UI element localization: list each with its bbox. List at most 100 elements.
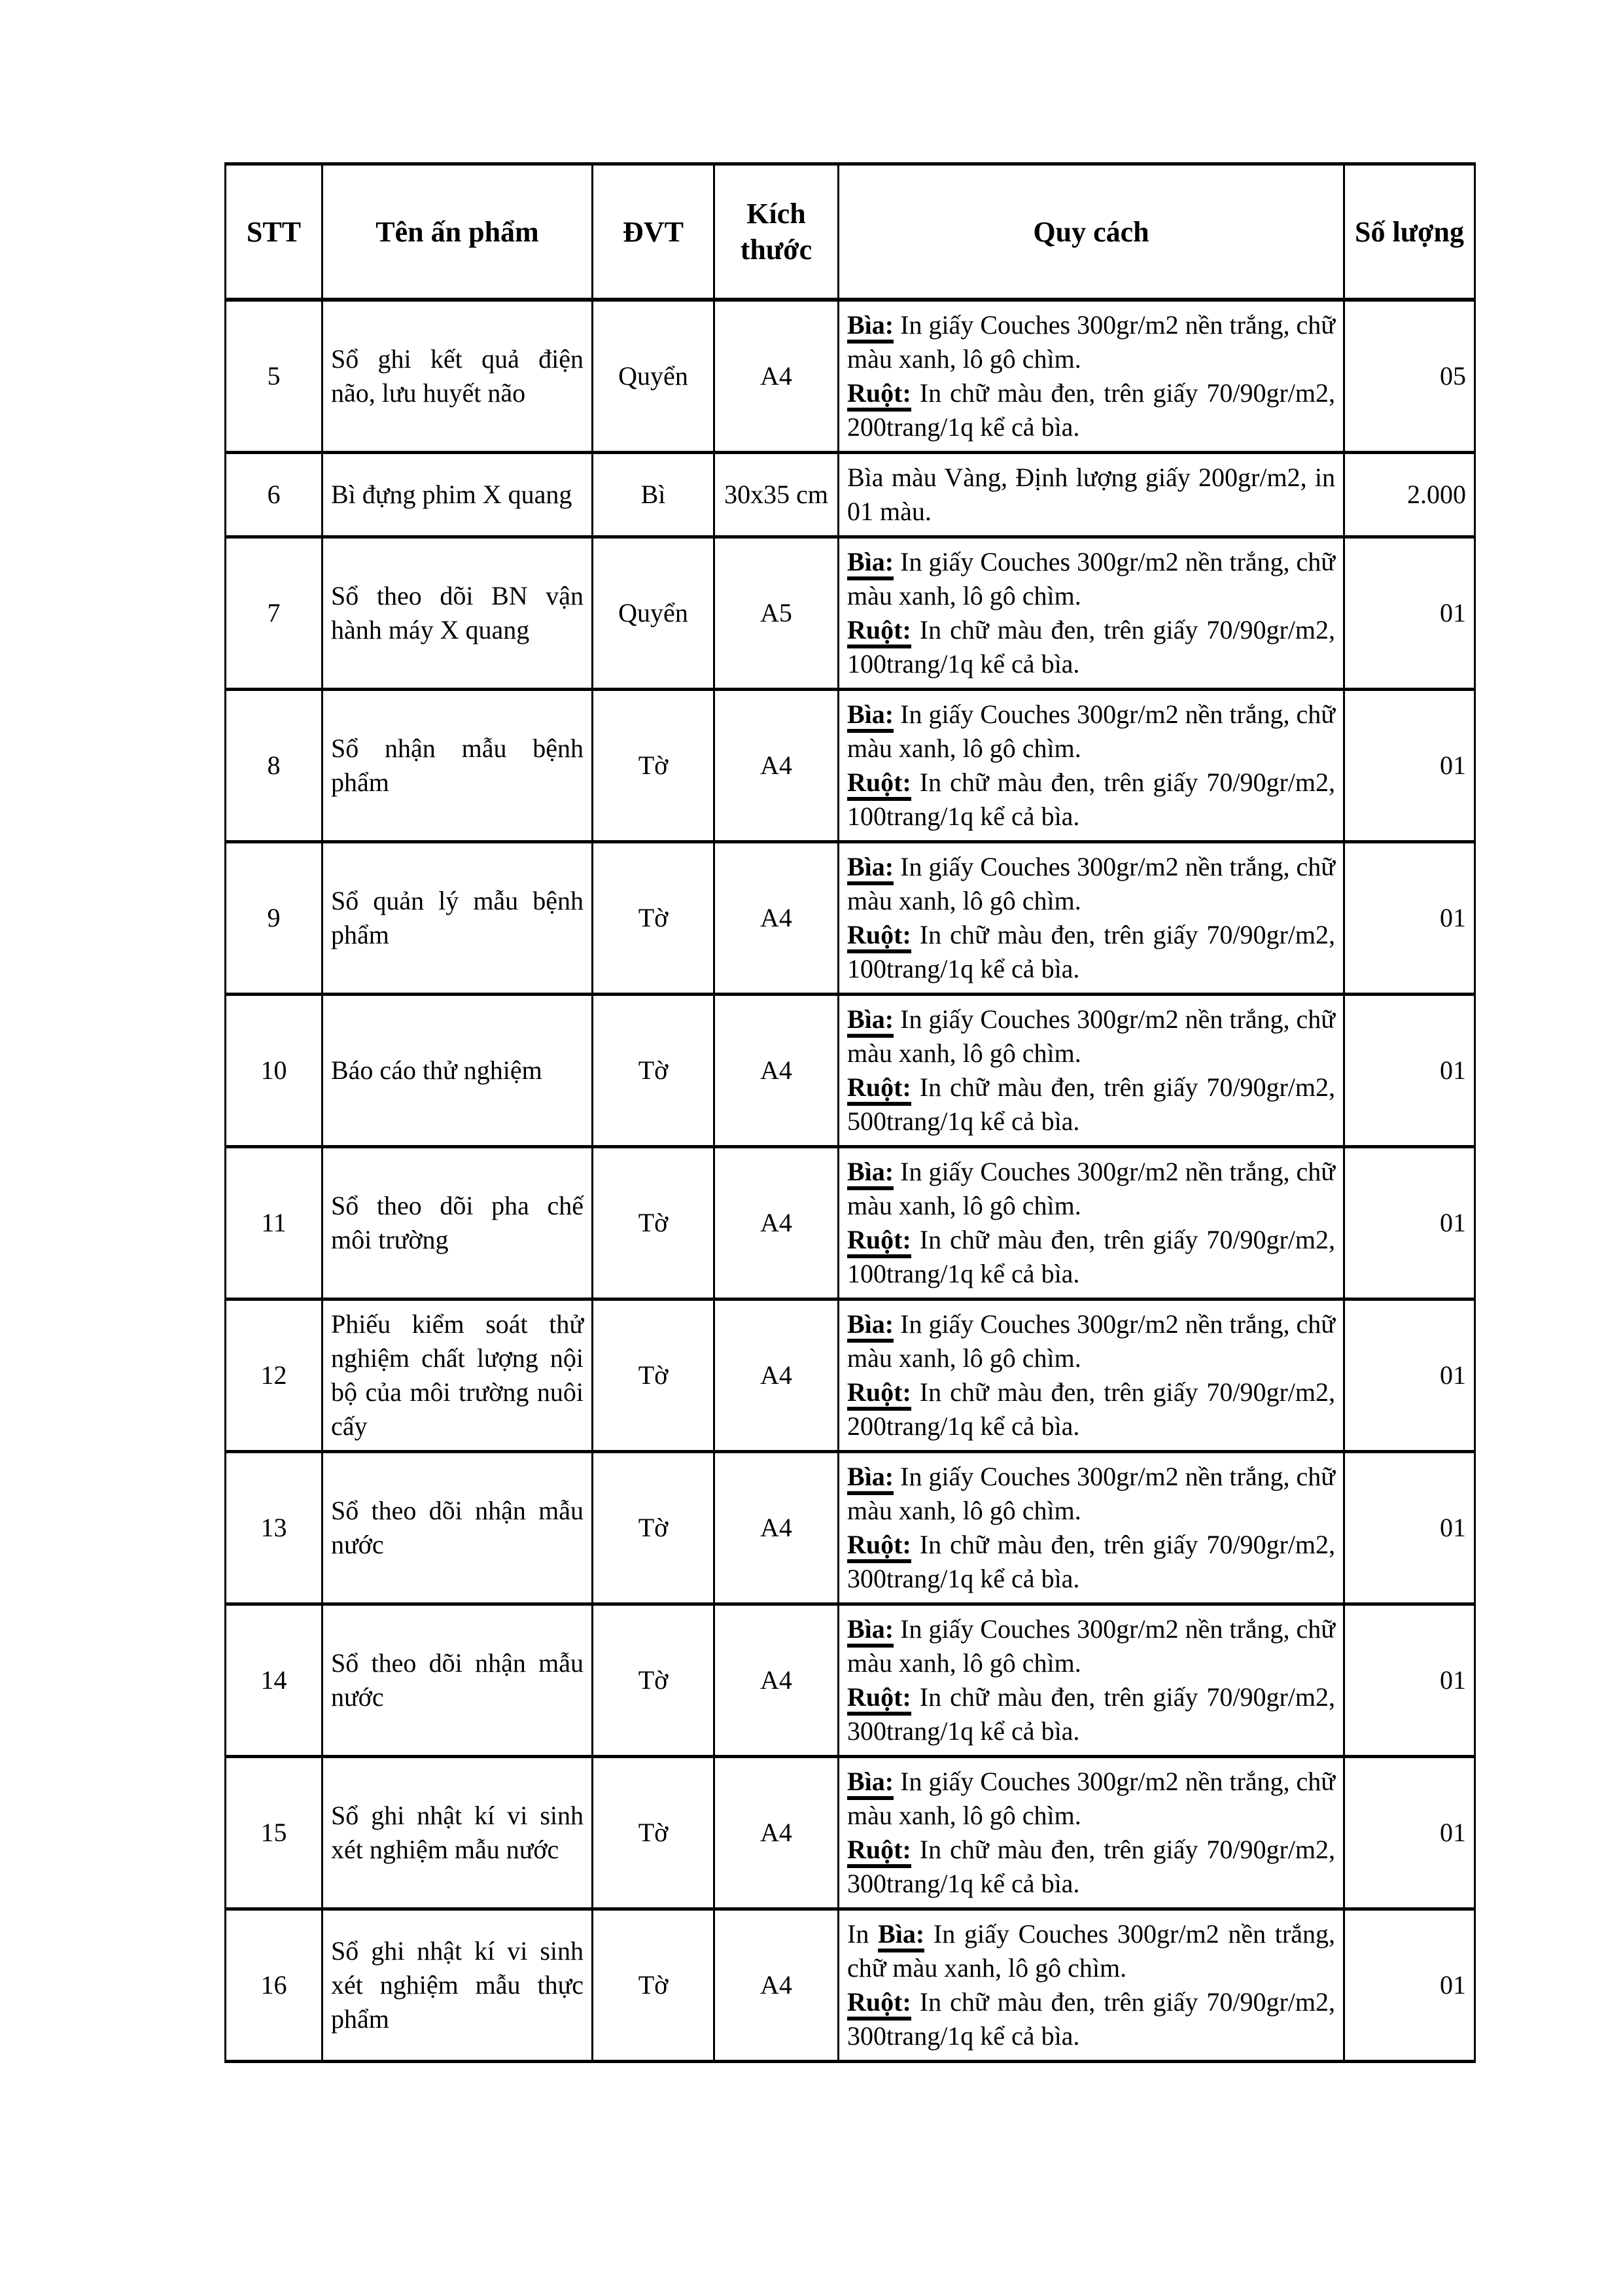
spec-label: Ruột: [847,1530,911,1563]
cell-unit: Tờ [591,1145,715,1301]
cell-name: Sổ quản lý mẫu bệnh phẩm [321,840,593,996]
cell-unit: Tờ [591,1755,715,1911]
table-row: 11 Sổ theo dõi pha chế môi trường Tờ A4 Bìa:… [224,1145,1476,1301]
print-items-table: STT Tên ấn phẩm ĐVT Kích thước Quy cách … [224,162,1476,2063]
table-row: 16 Sổ ghi nhật kí vi sinh xét nghiệm mẫu … [224,1907,1476,2063]
cell-unit: Tờ [591,688,715,843]
cell-size: A4 [713,1145,839,1301]
cell-unit: Quyển [591,535,715,691]
cell-spec: Bìa: In giấy Couches 300gr/m2 nền trắng,… [837,688,1345,843]
spec-label: Ruột: [847,378,911,412]
column-header-stt: STT [224,162,323,302]
spec-text: In chữ màu đen, trên giấy 70/90gr/m2, 30… [847,1530,1335,1593]
cell-qty: 01 [1343,1145,1476,1301]
spec-label: Bìa: [847,1004,894,1038]
spec-text: In chữ màu đen, trên giấy 70/90gr/m2, 30… [847,1835,1335,1898]
spec-label: Bìa: [847,699,894,733]
cell-spec: Bìa: In giấy Couches 300gr/m2 nền trắng,… [837,993,1345,1148]
spec-text: In giấy Couches 300gr/m2 nền trắng, chữ … [847,547,1335,610]
spec-text: In giấy Couches 300gr/m2 nền trắng, chữ … [847,1614,1335,1678]
spec-paragraph: Bìa: In giấy Couches 300gr/m2 nền trắng,… [847,1612,1335,1680]
cell-qty: 01 [1343,993,1476,1148]
spec-paragraph: Ruột: In chữ màu đen, trên giấy 70/90gr/… [847,1223,1335,1291]
cell-unit: Tờ [591,993,715,1148]
cell-size: A4 [713,1907,839,2063]
spec-label: Ruột: [847,1682,911,1716]
cell-qty: 05 [1343,298,1476,454]
cell-name: Sổ theo dõi nhận mẫu nước [321,1450,593,1606]
cell-spec: Bìa: In giấy Couches 300gr/m2 nền trắng,… [837,298,1345,454]
spec-paragraph: Bìa: In giấy Couches 300gr/m2 nền trắng,… [847,308,1335,376]
spec-paragraph: Ruột: In chữ màu đen, trên giấy 70/90gr/… [847,1070,1335,1139]
cell-spec: Bìa: In giấy Couches 300gr/m2 nền trắng,… [837,1450,1345,1606]
cell-name: Sổ theo dõi nhận mẫu nước [321,1602,593,1758]
cell-unit: Tờ [591,1450,715,1606]
spec-label: Ruột: [847,920,911,953]
cell-unit: Quyển [591,298,715,454]
spec-paragraph: Bìa: In giấy Couches 300gr/m2 nền trắng,… [847,1765,1335,1833]
cell-name: Báo cáo thử nghiệm [321,993,593,1148]
spec-text: In giấy Couches 300gr/m2 nền trắng, chữ … [847,1462,1335,1525]
spec-paragraph: Bìa: In giấy Couches 300gr/m2 nền trắng,… [847,1460,1335,1528]
table-body: 5 Sổ ghi kết quả điện não, lưu huyết não Q… [224,298,1476,2063]
spec-label: Bìa: [847,852,894,885]
cell-stt: 10 [224,993,323,1148]
cell-name: Sổ ghi nhật kí vi sinh xét nghiệm mẫu nư… [321,1755,593,1911]
cell-qty: 01 [1343,1450,1476,1606]
spec-text: In chữ màu đen, trên giấy 70/90gr/m2, 50… [847,1072,1335,1136]
cell-spec: Bìa: In giấy Couches 300gr/m2 nền trắng,… [837,535,1345,691]
spec-text: In giấy Couches 300gr/m2 nền trắng, chữ … [847,1309,1335,1373]
table-row: 8 Sổ nhận mẫu bệnh phẩm Tờ A4 Bìa: In giấy C… [224,688,1476,843]
spec-text: In chữ màu đen, trên giấy 70/90gr/m2, 20… [847,1377,1335,1441]
spec-text: In giấy Couches 300gr/m2 nền trắng, chữ … [847,699,1335,763]
spec-text: In chữ màu đen, trên giấy 70/90gr/m2, 10… [847,1225,1335,1288]
spec-text: In giấy Couches 300gr/m2 nền trắng, chữ … [847,310,1335,374]
column-header-qty: Số lượng [1343,162,1476,302]
cell-name: Sổ ghi nhật kí vi sinh xét nghiệm mẫu th… [321,1907,593,2063]
cell-size: A4 [713,840,839,996]
spec-paragraph: Bìa: In giấy Couches 300gr/m2 nền trắng,… [847,1155,1335,1223]
spec-paragraph: Ruột: In chữ màu đen, trên giấy 70/90gr/… [847,1985,1335,2053]
cell-unit: Bì [591,451,715,539]
spec-paragraph: Ruột: In chữ màu đen, trên giấy 70/90gr/… [847,613,1335,681]
table-row: 9 Sổ quản lý mẫu bệnh phẩm Tờ A4 Bìa: In giấ… [224,840,1476,996]
table-row: 5 Sổ ghi kết quả điện não, lưu huyết não Q… [224,298,1476,454]
cell-name: Sổ theo dõi BN vận hành máy X quang [321,535,593,691]
spec-paragraph: Ruột: In chữ màu đen, trên giấy 70/90gr/… [847,766,1335,834]
cell-stt: 9 [224,840,323,996]
cell-size: A4 [713,1298,839,1453]
spec-label: Ruột: [847,615,911,648]
spec-text: In chữ màu đen, trên giấy 70/90gr/m2, 20… [847,378,1335,442]
cell-spec: Bìa: In giấy Couches 300gr/m2 nền trắng,… [837,1755,1345,1911]
table-row: 6 Bì đựng phim X quang Bì 30x35 cm Bìa màu V… [224,451,1476,539]
cell-stt: 11 [224,1145,323,1301]
spec-paragraph: Ruột: In chữ màu đen, trên giấy 70/90gr/… [847,1833,1335,1901]
cell-size: A4 [713,688,839,843]
spec-label: Bìa: [847,1462,894,1495]
spec-label: Bìa: [847,1309,894,1343]
cell-unit: Tờ [591,1298,715,1453]
cell-size: A4 [713,1450,839,1606]
cell-stt: 15 [224,1755,323,1911]
spec-paragraph: Ruột: In chữ màu đen, trên giấy 70/90gr/… [847,1680,1335,1748]
cell-stt: 16 [224,1907,323,2063]
cell-qty: 01 [1343,1755,1476,1911]
cell-size: A4 [713,1602,839,1758]
cell-name: Bì đựng phim X quang [321,451,593,539]
table-row: 15 Sổ ghi nhật kí vi sinh xét nghiệm mẫu … [224,1755,1476,1911]
spec-label: Ruột: [847,1225,911,1258]
table-header: STT Tên ấn phẩm ĐVT Kích thước Quy cách … [224,162,1476,302]
spec-paragraph: Ruột: In chữ màu đen, trên giấy 70/90gr/… [847,376,1335,444]
cell-unit: Tờ [591,1602,715,1758]
spec-paragraph: In Bìa: In giấy Couches 300gr/m2 nền trắ… [847,1917,1335,1985]
cell-name: Phiếu kiểm soát thử nghiệm chất lượng nộ… [321,1298,593,1453]
header-row: STT Tên ấn phẩm ĐVT Kích thước Quy cách … [224,162,1476,302]
cell-name: Sổ nhận mẫu bệnh phẩm [321,688,593,843]
spec-label: Ruột: [847,1835,911,1868]
spec-text: In chữ màu đen, trên giấy 70/90gr/m2, 30… [847,1987,1335,2051]
cell-stt: 7 [224,535,323,691]
spec-text: In giấy Couches 300gr/m2 nền trắng, chữ … [847,1919,1335,1983]
spec-text: In giấy Couches 300gr/m2 nền trắng, chữ … [847,1767,1335,1830]
cell-stt: 6 [224,451,323,539]
cell-size: A4 [713,298,839,454]
